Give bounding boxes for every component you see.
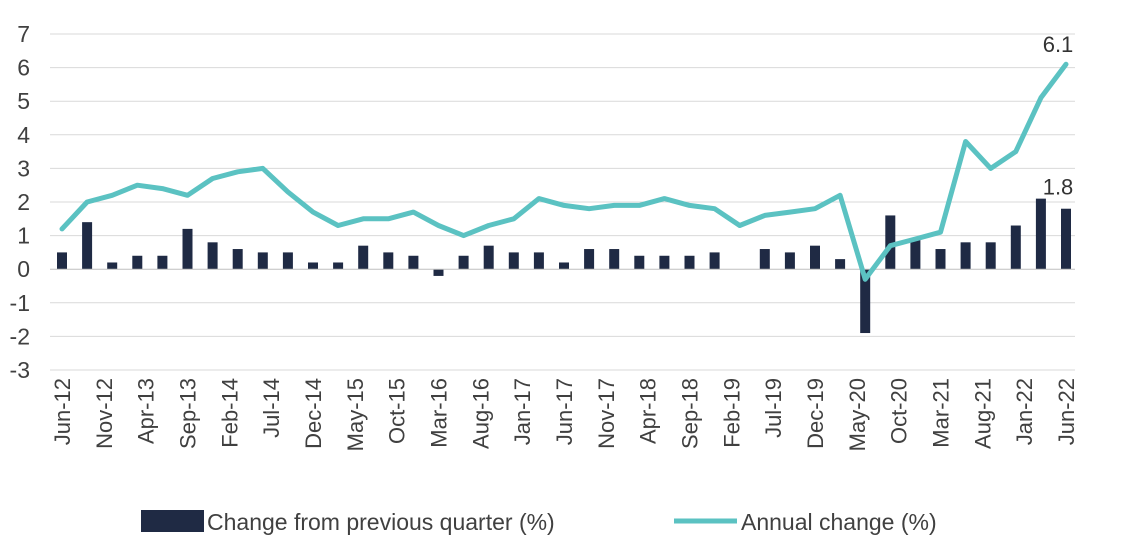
y-axis-ticks: 7 6 5 4 3 2 1 0 -1 -2 -3 bbox=[10, 21, 31, 383]
x-tick-label: Jun-22 bbox=[1054, 378, 1079, 445]
bar bbox=[458, 255, 469, 270]
y-tick-label: -1 bbox=[10, 290, 30, 316]
bar bbox=[57, 252, 67, 270]
x-tick-label: Dec-19 bbox=[803, 378, 828, 449]
bar bbox=[182, 228, 193, 270]
gridlines bbox=[50, 33, 1075, 371]
bar bbox=[1035, 198, 1046, 270]
y-tick-label: 4 bbox=[17, 122, 30, 148]
y-tick-label: 3 bbox=[17, 155, 30, 181]
x-tick-label: Jun-17 bbox=[552, 378, 577, 445]
x-tick-label: May-15 bbox=[343, 378, 368, 451]
legend-bar-swatch bbox=[141, 510, 204, 532]
x-tick-label: Jul-14 bbox=[259, 378, 284, 438]
x-tick-label: Feb-14 bbox=[217, 378, 242, 448]
x-tick-label: Oct-20 bbox=[887, 378, 912, 444]
x-tick-label: Apr-13 bbox=[134, 378, 159, 444]
y-tick-label: 0 bbox=[17, 256, 30, 282]
bar bbox=[709, 252, 720, 270]
bar bbox=[634, 255, 645, 270]
bar bbox=[935, 249, 946, 270]
bar bbox=[207, 242, 218, 270]
annual-change-line bbox=[59, 61, 1069, 282]
x-tick-label: Jun-12 bbox=[50, 378, 75, 445]
line-series bbox=[59, 61, 1069, 282]
bar bbox=[383, 252, 394, 270]
bar bbox=[257, 252, 268, 270]
bar bbox=[684, 255, 695, 270]
x-tick-label: Jan-17 bbox=[510, 378, 535, 445]
x-tick-label: Feb-19 bbox=[719, 378, 744, 448]
bar bbox=[860, 269, 871, 334]
bar bbox=[107, 262, 118, 270]
x-tick-label: Jan-22 bbox=[1012, 378, 1037, 445]
bar bbox=[609, 249, 620, 270]
x-tick-label: Sep-13 bbox=[176, 378, 201, 449]
bar bbox=[333, 262, 344, 270]
bar bbox=[910, 238, 921, 270]
bar bbox=[584, 249, 595, 270]
y-tick-label: 5 bbox=[17, 88, 30, 114]
bar bbox=[358, 245, 369, 270]
legend: Change from previous quarter (%) Annual … bbox=[141, 509, 937, 535]
data-label-annual-last: 6.1 bbox=[1043, 32, 1074, 57]
bar bbox=[559, 262, 569, 270]
x-tick-label: Aug-21 bbox=[970, 378, 995, 449]
data-labels: 6.1 1.8 bbox=[1043, 32, 1074, 199]
bar bbox=[132, 255, 143, 270]
bar bbox=[232, 249, 243, 270]
y-tick-label: 7 bbox=[17, 21, 30, 47]
bar-series bbox=[57, 198, 1071, 334]
bar bbox=[508, 252, 519, 270]
bar bbox=[835, 259, 846, 270]
x-tick-label: Oct-15 bbox=[385, 378, 410, 444]
x-tick-label: Aug-16 bbox=[468, 378, 493, 449]
bar bbox=[533, 252, 544, 270]
x-tick-label: Dec-14 bbox=[301, 378, 326, 449]
bar bbox=[408, 255, 419, 270]
bar bbox=[784, 252, 795, 270]
bar bbox=[433, 269, 444, 276]
bar bbox=[308, 262, 318, 270]
bar bbox=[885, 215, 896, 270]
x-tick-label: Nov-12 bbox=[92, 378, 117, 449]
y-tick-label: 1 bbox=[17, 223, 30, 249]
bar bbox=[659, 255, 670, 270]
y-tick-label: -2 bbox=[10, 323, 30, 349]
y-tick-label: -3 bbox=[10, 357, 30, 383]
bar bbox=[1010, 225, 1021, 270]
bar bbox=[985, 242, 996, 270]
bar bbox=[157, 255, 168, 270]
x-tick-label: Jul-19 bbox=[761, 378, 786, 438]
y-tick-label: 6 bbox=[17, 55, 30, 81]
x-axis-ticks: Jun-12 Nov-12 Apr-13 Sep-13 Feb-14 Jul-14 Dec-… bbox=[50, 378, 1079, 451]
legend-label-bar: Change from previous quarter (%) bbox=[207, 509, 555, 535]
bar bbox=[282, 252, 293, 270]
bar bbox=[483, 245, 494, 270]
x-tick-label: Sep-18 bbox=[678, 378, 703, 449]
x-tick-label: Mar-16 bbox=[427, 378, 452, 448]
x-tick-label: Nov-17 bbox=[594, 378, 619, 449]
bar bbox=[810, 245, 820, 270]
data-label-quarter-last: 1.8 bbox=[1043, 175, 1074, 200]
bar bbox=[960, 242, 971, 270]
bar bbox=[1061, 208, 1071, 270]
x-tick-label: May-20 bbox=[845, 378, 870, 451]
y-tick-label: 2 bbox=[17, 189, 30, 215]
x-tick-label: Mar-21 bbox=[929, 378, 954, 448]
x-tick-label: Apr-18 bbox=[636, 378, 661, 444]
bar bbox=[82, 222, 93, 270]
bar bbox=[759, 249, 770, 270]
legend-label-line: Annual change (%) bbox=[741, 509, 937, 535]
